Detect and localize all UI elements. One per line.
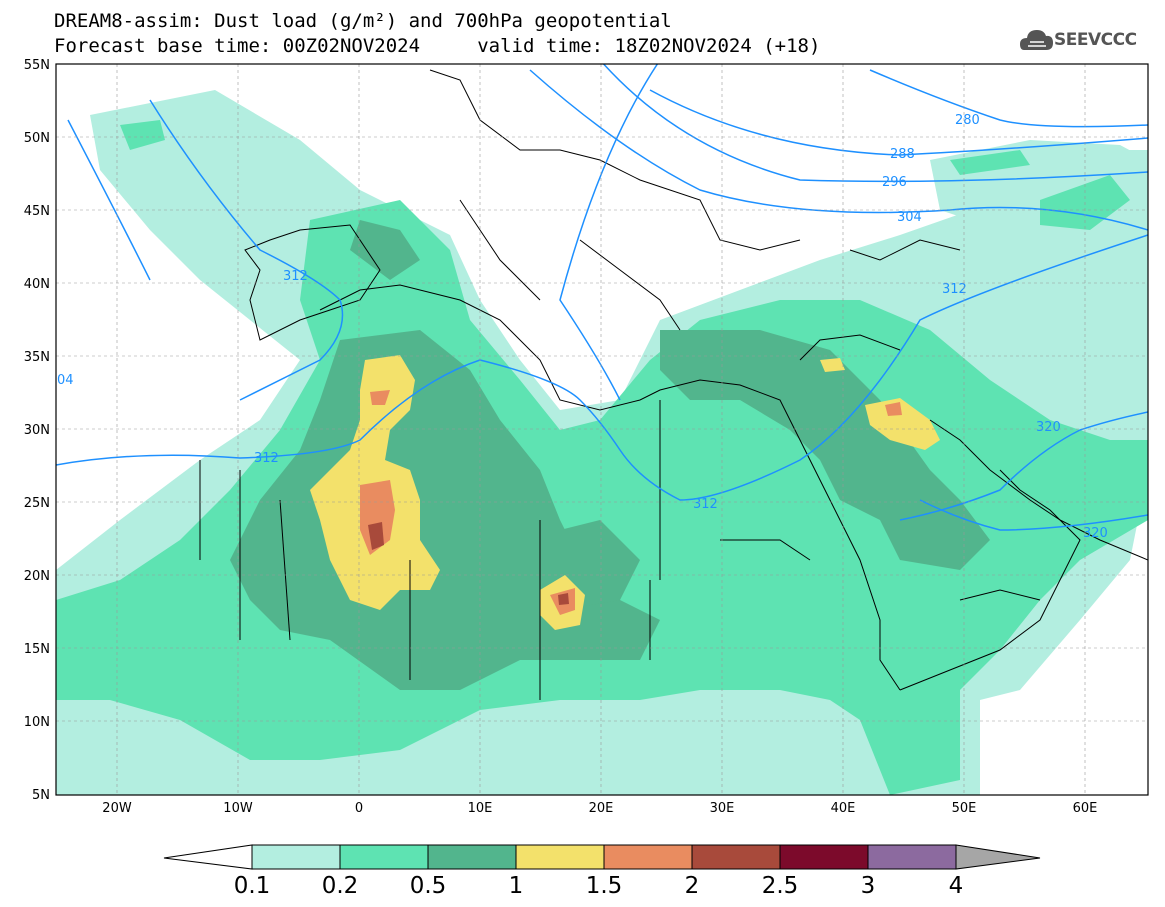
contour-label: 320: [1036, 420, 1061, 435]
lat-tick-label: 10N: [24, 715, 50, 730]
dust-field: 280 288 296 304 312 312 312 312 320 320 …: [56, 64, 1148, 795]
lat-tick-label: 55N: [24, 58, 50, 73]
contour-label: 296: [882, 175, 907, 190]
colorbar-swatch: [867, 844, 957, 870]
colorbar-swatch: [427, 844, 517, 870]
lat-tick-label: 20N: [24, 569, 50, 584]
colorbar: 0.1 0.2 0.5 1 1.5 2 2.5 3 4: [163, 844, 1041, 899]
map-frame: [55, 63, 1149, 796]
lat-tick-label: 5N: [32, 788, 50, 803]
lon-tick-label: 30E: [710, 801, 735, 816]
contour-label: 320: [1083, 526, 1108, 541]
lat-tick-label: 50N: [24, 131, 50, 146]
contour-label: 312: [283, 269, 308, 284]
contour-label: 280: [955, 113, 980, 128]
colorbar-swatch: [339, 844, 429, 870]
contour-label: 04: [57, 373, 74, 388]
contour-label: 288: [890, 147, 915, 162]
contour-label: 312: [693, 497, 718, 512]
colorbar-label: 0.5: [410, 873, 447, 899]
lon-tick-label: 0: [355, 801, 363, 816]
lon-tick-label: 20W: [102, 801, 132, 816]
colorbar-swatch: [515, 844, 605, 870]
lat-tick-label: 40N: [24, 277, 50, 292]
lon-tick-label: 60E: [1073, 801, 1098, 816]
lat-tick-label: 30N: [24, 423, 50, 438]
lon-tick-label: 10E: [468, 801, 493, 816]
contour-label: 312: [942, 282, 967, 297]
lon-tick-label: 50E: [952, 801, 977, 816]
colorbar-swatch: [251, 844, 341, 870]
colorbar-label: 1: [509, 873, 524, 899]
colorbar-swatch: [603, 844, 693, 870]
colorbar-label: 1.5: [586, 873, 623, 899]
logo-text: SEEVCCC: [1054, 30, 1137, 50]
colorbar-label: 2.5: [762, 873, 799, 899]
chart-title-line2: Forecast base time: 00Z02NOV2024 valid t…: [54, 35, 821, 57]
chart-title-line1: DREAM8-assim: Dust load (g/m²) and 700hP…: [54, 10, 672, 32]
colorbar-label: 0.1: [234, 873, 271, 899]
lon-axis: 20W 10W 0 10E 20E 30E 40E 50E 60E: [102, 801, 1097, 816]
lat-tick-label: 25N: [24, 496, 50, 511]
lat-tick-label: 35N: [24, 350, 50, 365]
colorbar-high-arrow: [955, 844, 1041, 870]
lat-axis: 55N 50N 45N 40N 35N 30N 25N 20N 15N 10N …: [24, 58, 50, 803]
contour-labels: 280 288 296 304 312 312 312 312 320 320 …: [57, 113, 1108, 541]
colorbar-label: 4: [949, 873, 964, 899]
lat-tick-label: 45N: [24, 204, 50, 219]
colorbar-low-arrow: [163, 844, 253, 870]
lat-tick-label: 15N: [24, 642, 50, 657]
lon-tick-label: 20E: [589, 801, 614, 816]
cloud-icon: [1020, 30, 1053, 50]
lon-tick-label: 10W: [223, 801, 253, 816]
colorbar-swatch: [691, 844, 781, 870]
contour-label: 304: [897, 210, 922, 225]
colorbar-label: 3: [861, 873, 876, 899]
colorbar-label: 0.2: [322, 873, 359, 899]
colorbar-swatch: [779, 844, 869, 870]
colorbar-label: 2: [685, 873, 700, 899]
contour-label: 312: [254, 451, 279, 466]
lon-tick-label: 40E: [831, 801, 856, 816]
